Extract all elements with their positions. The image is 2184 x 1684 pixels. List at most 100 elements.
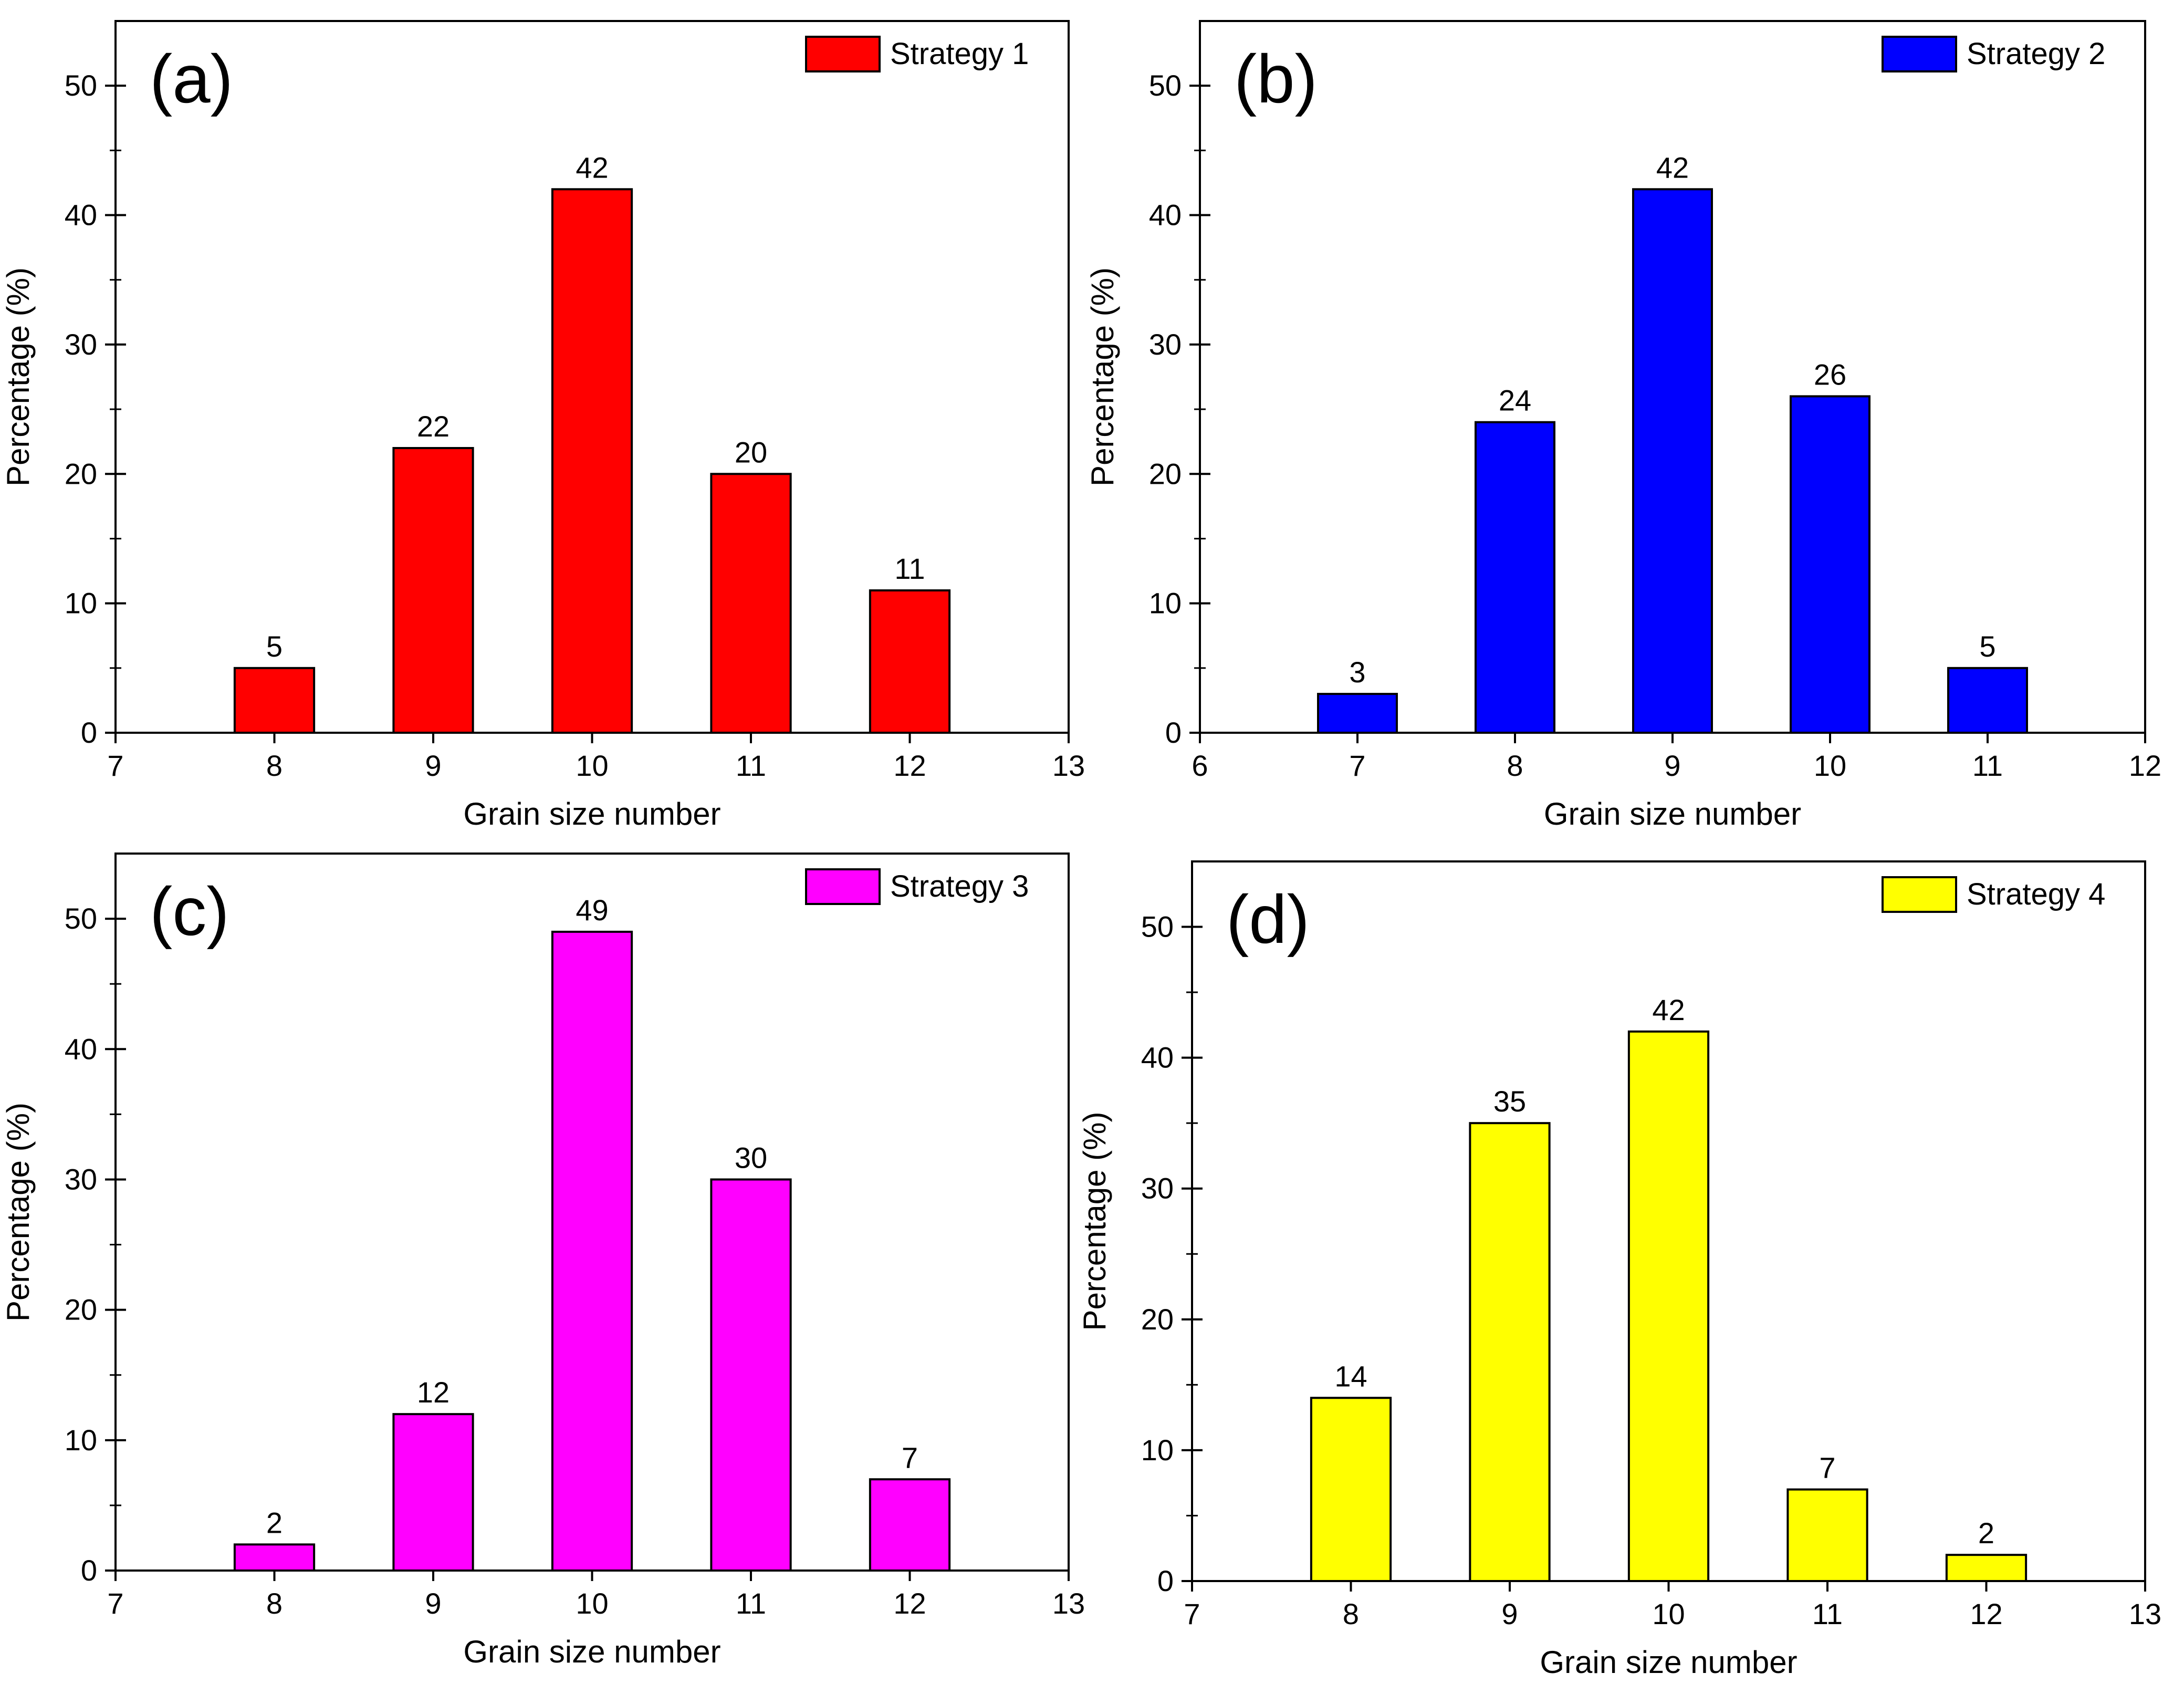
y-tick-label: 50: [65, 902, 97, 935]
data-label-a-11: 20: [735, 435, 767, 469]
y-tick-label: 30: [65, 1162, 97, 1196]
y-tick-label: 20: [65, 457, 97, 490]
x-tick-label: 11: [736, 749, 766, 782]
x-tick-label: 8: [266, 749, 283, 782]
bar-a-12: [869, 589, 951, 734]
bar-d-10: [1627, 1030, 1710, 1582]
bar-a-9: [392, 447, 474, 734]
data-label-d-9: 35: [1493, 1085, 1526, 1118]
x-axis-title: Grain size number: [1544, 796, 1801, 831]
panel-label: (a): [150, 40, 233, 117]
bar-b-7: [1317, 693, 1398, 734]
bar-b-10: [1790, 395, 1870, 734]
y-tick-label: 50: [1141, 910, 1174, 943]
y-axis-title: Percentage (%): [1, 1103, 36, 1322]
chart-panel-a: 0 10 20 30 40 50 7 8 9 10 11 12 13 5 22 42 20 11 Grain siz…: [1, 20, 1085, 831]
y-tick-label: 30: [1141, 1172, 1174, 1205]
data-label-c-9: 12: [417, 1376, 450, 1409]
y-axis-title: Percentage (%): [1, 267, 36, 486]
chart-panel-d: 0 10 20 30 40 50 7 8 9 10 11 12 13 14 35 42 7 2 Grain size…: [1077, 860, 2161, 1680]
y-tick-label: 0: [81, 1554, 97, 1587]
y-tick-label: 10: [65, 587, 97, 620]
x-axis-title: Grain size number: [1540, 1645, 1797, 1680]
x-axis-title: Grain size number: [463, 796, 720, 831]
data-label-d-12: 2: [1978, 1516, 1994, 1550]
bar-c-9: [392, 1413, 474, 1572]
y-tick-label: 50: [1149, 69, 1182, 102]
y-axis-title: Percentage (%): [1085, 267, 1120, 486]
legend-swatch: [1882, 36, 1957, 72]
y-tick-label: 30: [65, 328, 97, 361]
bar-a-8: [233, 667, 316, 734]
data-label-c-12: 7: [902, 1441, 918, 1474]
data-label-c-8: 2: [266, 1506, 283, 1539]
x-tick-label: 8: [1507, 749, 1523, 782]
x-tick-label: 12: [893, 749, 926, 782]
legend-label: Strategy 1: [890, 37, 1029, 71]
panel-label: (b): [1234, 40, 1318, 117]
x-tick-label: 10: [576, 749, 608, 782]
y-tick-label: 0: [1165, 716, 1182, 749]
data-label-d-8: 14: [1334, 1359, 1367, 1392]
bar-c-8: [233, 1543, 316, 1572]
x-tick-label: 13: [2129, 1597, 2161, 1630]
x-axis-title: Grain size number: [463, 1634, 720, 1669]
panel-label: (c): [150, 873, 229, 950]
bar-a-11: [710, 473, 792, 734]
y-tick-label: 20: [1141, 1303, 1174, 1336]
y-tick-label: 30: [1149, 328, 1182, 361]
x-tick-label: 10: [1652, 1597, 1685, 1630]
legend-swatch: [805, 868, 881, 905]
y-tick-label: 40: [65, 199, 97, 232]
y-tick-label: 0: [81, 716, 97, 749]
x-tick-label: 8: [1343, 1597, 1359, 1630]
x-tick-label: 9: [1664, 749, 1680, 782]
bar-b-9: [1632, 188, 1713, 734]
data-label-d-11: 7: [1819, 1451, 1835, 1484]
legend-swatch: [805, 36, 881, 72]
bar-b-11: [1947, 667, 2028, 734]
data-label-c-10: 49: [576, 893, 608, 927]
bar-d-9: [1469, 1122, 1551, 1583]
data-label-b-7: 3: [1349, 656, 1365, 689]
bar-a-10: [551, 188, 633, 734]
data-label-d-10: 42: [1652, 993, 1685, 1026]
y-tick-label: 10: [65, 1423, 97, 1457]
legend-swatch: [1882, 876, 1957, 913]
bar-b-8: [1475, 421, 1555, 734]
y-tick-label: 10: [1141, 1433, 1174, 1467]
x-tick-label: 13: [1052, 749, 1085, 782]
x-tick-label: 11: [736, 1587, 766, 1620]
y-tick-label: 40: [1141, 1041, 1174, 1074]
y-tick-label: 0: [1157, 1564, 1174, 1597]
bar-c-10: [551, 930, 633, 1572]
x-tick-label: 12: [893, 1587, 926, 1620]
y-tick-label: 10: [1149, 587, 1182, 620]
x-tick-label: 9: [1501, 1597, 1518, 1630]
x-tick-label: 12: [1970, 1597, 2002, 1630]
x-tick-label: 13: [1052, 1587, 1085, 1620]
bar-d-12: [1945, 1554, 2028, 1583]
panel-label: (d): [1226, 881, 1310, 958]
y-axis-title: Percentage (%): [1077, 1112, 1112, 1331]
data-label-b-10: 26: [1814, 358, 1846, 391]
x-tick-label: 7: [1349, 749, 1365, 782]
data-label-c-11: 30: [735, 1141, 767, 1174]
x-tick-label: 7: [107, 749, 123, 782]
data-label-a-12: 11: [894, 552, 925, 585]
x-tick-label: 7: [1184, 1597, 1200, 1630]
data-label-a-10: 42: [576, 151, 608, 184]
x-tick-label: 8: [266, 1587, 283, 1620]
x-tick-label: 10: [576, 1587, 608, 1620]
data-label-b-8: 24: [1499, 384, 1531, 417]
x-tick-label: 9: [425, 749, 441, 782]
x-tick-label: 10: [1814, 749, 1846, 782]
data-label-b-9: 42: [1656, 151, 1689, 184]
x-tick-label: 11: [1972, 749, 2003, 782]
bar-d-8: [1310, 1397, 1392, 1582]
chart-panel-c: 0 10 20 30 40 50 7 8 9 10 11 12 13 2 12 49 30 7 Grain size…: [1, 853, 1085, 1669]
x-tick-label: 6: [1192, 749, 1208, 782]
y-tick-label: 20: [65, 1293, 97, 1326]
chart-panel-b: 0 10 20 30 40 50 6 7 8 9 10 11 12 3 24 42 26 5 Grain size …: [1085, 20, 2161, 831]
